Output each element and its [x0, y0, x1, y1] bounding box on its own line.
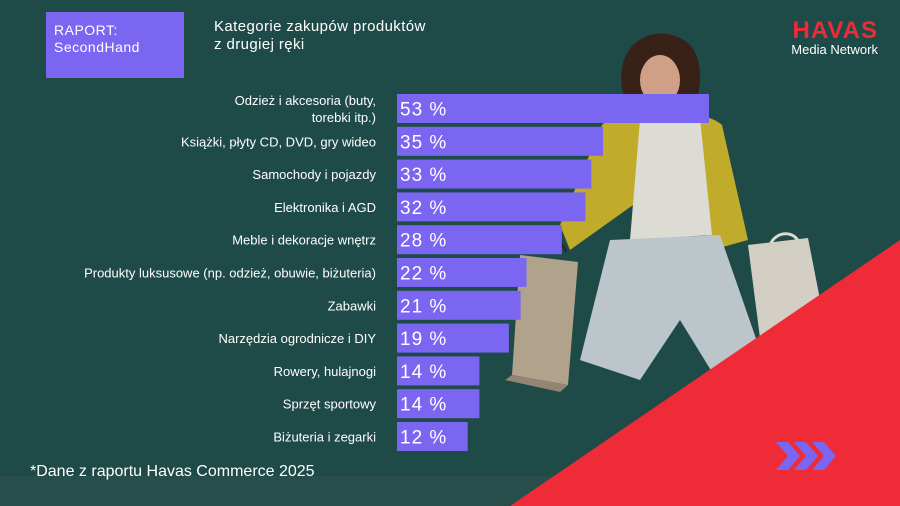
report-badge: RAPORT: SecondHand — [46, 12, 184, 78]
bar — [397, 159, 592, 189]
bar-value-label: 21 % — [400, 296, 447, 317]
bar — [397, 356, 480, 386]
category-label: Biżuteria i zegarki — [273, 430, 376, 445]
subtitle-line-1: Kategorie zakupów produktów — [214, 18, 426, 35]
chart-subtitle: Kategorie zakupów produktów z drugiej rę… — [214, 18, 426, 54]
bar-value-label: 35 % — [400, 132, 447, 153]
bar — [397, 389, 480, 419]
bar — [397, 94, 709, 123]
red-triangle-decoration — [510, 240, 900, 506]
category-label: Odzież i akcesoria (buty, — [235, 93, 376, 108]
category-label: Książki, płyty CD, DVD, gry wideo — [181, 134, 376, 149]
bar-value-label: 12 % — [400, 428, 447, 449]
bar-value-label: 28 % — [400, 231, 447, 252]
bar-value-label: 32 % — [400, 198, 447, 219]
category-label: Meble i dekoracje wnętrz — [232, 233, 376, 248]
bar — [397, 422, 468, 451]
category-label: Elektronika i AGD — [274, 200, 376, 215]
category-label: Rowery, hulajnogi — [274, 364, 376, 379]
source-footnote: *Dane z raportu Havas Commerce 2025 — [30, 463, 315, 480]
chevron-arrows-icon — [776, 442, 836, 470]
bar — [397, 126, 604, 156]
badge-line-1: RAPORT: — [54, 22, 118, 38]
category-label: Samochody i pojazdy — [252, 167, 376, 182]
category-label: Zabawki — [328, 298, 377, 313]
category-label: Produkty luksusowe (np. odzież, obuwie, … — [84, 266, 376, 281]
category-label: Sprzęt sportowy — [283, 397, 377, 412]
bar — [397, 225, 562, 255]
bar — [397, 290, 521, 320]
category-label: torebki itp.) — [312, 110, 376, 125]
bar-value-label: 53 % — [400, 100, 447, 121]
bar — [397, 258, 527, 287]
bar-value-label: 14 % — [400, 362, 447, 383]
bar-value-label: 19 % — [400, 329, 447, 350]
bar — [397, 323, 509, 353]
bar-value-label: 22 % — [400, 264, 447, 285]
bar-value-label: 33 % — [400, 165, 447, 186]
subtitle-line-2: z drugiej ręki — [214, 36, 305, 53]
bar — [397, 192, 586, 222]
brand-name: HAVAS — [792, 17, 878, 44]
category-label: Narzędzia ogrodnicze i DIY — [218, 331, 376, 346]
category-bar-chart: 53 % Odzież i akcesoria (buty, torebki itp… — [84, 93, 709, 451]
badge-line-2: SecondHand — [54, 39, 140, 55]
woman-with-shopping-bags-photo — [505, 33, 826, 392]
havas-logo: HAVAS Media Network — [791, 17, 878, 58]
bar-value-label: 14 % — [400, 395, 447, 416]
brand-subtitle: Media Network — [791, 42, 878, 57]
